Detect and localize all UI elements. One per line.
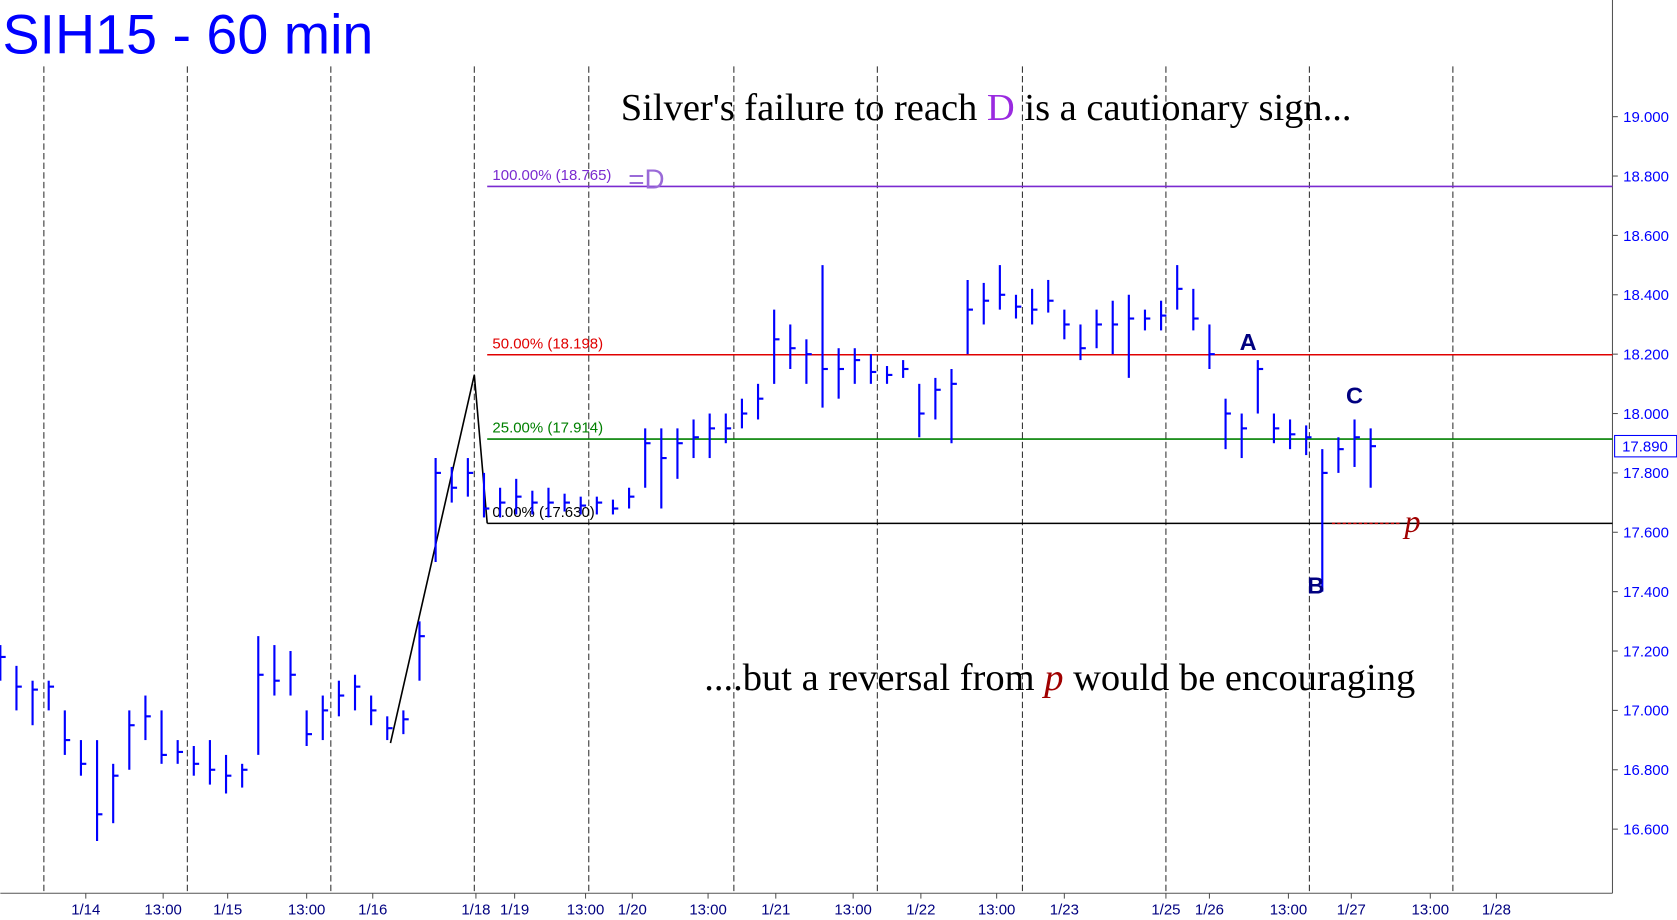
footline: ....but a reversal from p would be encou…	[704, 657, 1415, 699]
x-tick-label: 1/27	[1337, 902, 1366, 919]
wave-label: A	[1240, 329, 1257, 355]
footline-part: would be encouraging	[1063, 657, 1415, 699]
chart-title: SIH15 - 60 min	[2, 3, 373, 65]
headline: Silver's failure to reach D is a caution…	[621, 87, 1352, 129]
x-tick-label: 13:00	[978, 902, 1015, 919]
x-tick-label: 13:00	[1270, 902, 1307, 919]
wave-label: B	[1307, 572, 1324, 598]
x-tick-label: 1/20	[618, 902, 647, 919]
wave-label: C	[1346, 382, 1363, 408]
headline-part: is a cautionary sign...	[1015, 87, 1352, 129]
x-tick-label: 1/14	[71, 902, 100, 919]
y-tick-label: 18.600	[1623, 228, 1669, 245]
headline-part: Silver's failure to reach	[621, 87, 987, 129]
last-price-label: 17.890	[1622, 439, 1668, 456]
y-tick-label: 17.400	[1623, 584, 1669, 601]
x-tick-label: 1/25	[1151, 902, 1180, 919]
x-tick-label: 1/16	[358, 902, 387, 919]
x-tick-label: 1/15	[213, 902, 242, 919]
y-tick-label: 16.600	[1623, 821, 1669, 838]
footline-part: ....but a reversal from	[704, 657, 1044, 699]
level-label: 25.00% (17.914)	[492, 420, 603, 437]
level-label: 50.00% (18.198)	[492, 335, 603, 352]
headline-part: D	[987, 87, 1015, 129]
x-tick-label: 1/26	[1195, 902, 1224, 919]
x-tick-label: 1/19	[500, 902, 529, 919]
y-tick-label: 17.000	[1623, 703, 1669, 720]
level-label: 0.00% (17.630)	[492, 504, 594, 521]
y-tick-label: 18.800	[1623, 168, 1669, 185]
level-label: 100.00% (18.765)	[492, 167, 611, 184]
x-tick-label: 13:00	[288, 902, 325, 919]
x-tick-label: 13:00	[689, 902, 726, 919]
x-tick-label: 13:00	[144, 902, 181, 919]
x-tick-label: 13:00	[834, 902, 871, 919]
x-tick-label: 1/22	[906, 902, 935, 919]
x-tick-label: 13:00	[1412, 902, 1449, 919]
y-tick-label: 19.000	[1623, 109, 1669, 126]
y-tick-label: 18.400	[1623, 287, 1669, 304]
x-tick-label: 1/23	[1050, 902, 1079, 919]
y-tick-label: 17.800	[1623, 465, 1669, 482]
level-suffix: =D	[628, 164, 664, 195]
x-tick-label: 1/18	[461, 902, 490, 919]
target-label: p	[1402, 503, 1420, 539]
y-tick-label: 18.000	[1623, 406, 1669, 423]
y-tick-label: 17.200	[1623, 643, 1669, 660]
x-tick-label: 1/28	[1482, 902, 1511, 919]
x-tick-label: 1/21	[761, 902, 790, 919]
footline-part: p	[1041, 657, 1063, 699]
x-tick-label: 13:00	[567, 902, 604, 919]
y-tick-label: 17.600	[1623, 525, 1669, 542]
pattern-line	[389, 374, 489, 744]
y-tick-label: 18.200	[1623, 347, 1669, 364]
y-tick-label: 16.800	[1623, 762, 1669, 779]
